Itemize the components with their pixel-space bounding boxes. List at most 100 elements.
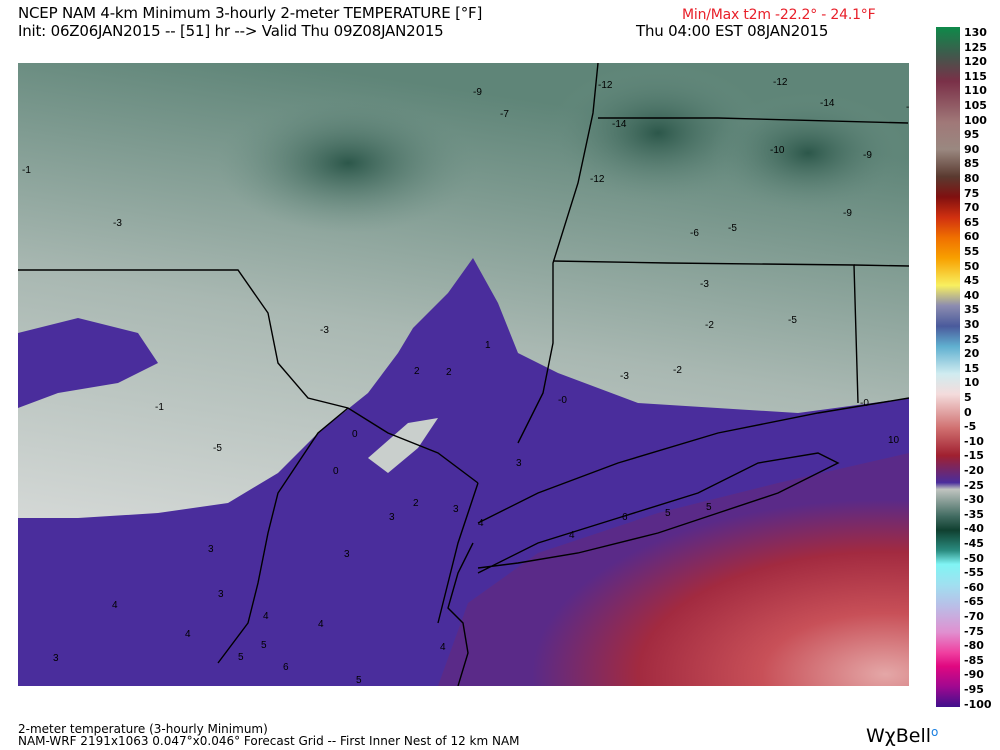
contour-label: -0 xyxy=(558,395,567,406)
contour-label: 2 xyxy=(446,367,452,378)
contour-label: -1 xyxy=(155,402,164,413)
contour-label: -12 xyxy=(590,174,605,185)
init-valid-time: Init: 06Z06JAN2015 -- [51] hr --> Valid … xyxy=(18,22,444,40)
contour-label: 1 xyxy=(485,340,491,351)
contour-label: -3 xyxy=(620,371,629,382)
contour-label: -14 xyxy=(820,98,835,109)
contour-label: 4 xyxy=(478,518,484,529)
colorbar-tick-label: -35 xyxy=(964,507,984,521)
contour-label: -3 xyxy=(320,325,329,336)
freezing-pocket xyxy=(18,318,158,408)
contour-label: -9 xyxy=(863,150,872,161)
colorbar-tick-label: -60 xyxy=(964,580,984,594)
colorbar-tick-label: 45 xyxy=(964,274,980,288)
colorbar-tick-label: 20 xyxy=(964,347,980,361)
colorbar-tick-label: -20 xyxy=(964,464,984,477)
colorbar-tick-label: 80 xyxy=(964,172,980,185)
contour-label: -9 xyxy=(906,102,909,113)
contour-label: -3 xyxy=(113,218,122,229)
colorbar-tick-label: -75 xyxy=(964,624,984,638)
colorbar-tick-label: 30 xyxy=(964,318,980,331)
contour-label: 4 xyxy=(112,600,118,611)
contour-label: 3 xyxy=(453,504,459,515)
contour-label: 3 xyxy=(208,544,214,555)
colorbar-tick-label: -10 xyxy=(964,434,984,448)
colorbar-tick-label: 55 xyxy=(964,245,980,258)
contour-label: -2 xyxy=(705,320,714,331)
contour-label: -5 xyxy=(788,315,797,326)
colorbar-tick-label: 10 xyxy=(964,376,980,390)
colorbar-tick-label: 0 xyxy=(964,405,972,419)
colorbar-tick-label: 5 xyxy=(964,391,972,404)
colorbar-tick-label: 25 xyxy=(964,332,980,346)
contour-label: 3 xyxy=(218,589,224,600)
cold-pocket xyxy=(368,418,438,473)
colorbar-tick-label: -80 xyxy=(964,639,984,653)
colorbar-tick-label: 100 xyxy=(964,113,987,127)
local-valid-time: Thu 04:00 EST 08JAN2015 xyxy=(636,22,829,40)
colorbar-tick-label: 115 xyxy=(964,69,987,83)
colorbar-tick-label: 125 xyxy=(964,40,987,54)
contour-label: -2 xyxy=(673,365,682,376)
contour-label: 5 xyxy=(238,652,244,663)
contour-label: 5 xyxy=(261,640,267,651)
contour-label: -9 xyxy=(473,87,482,98)
colorbar-tick-label: 65 xyxy=(964,215,980,229)
colorbar-tick-label: 85 xyxy=(964,157,980,171)
logo-dot-icon: o xyxy=(931,725,939,739)
colorbar-tick-label: -30 xyxy=(964,493,984,507)
contour-label: -5 xyxy=(728,223,737,234)
contour-label: 6 xyxy=(622,512,628,523)
colorbar-tick-label: 60 xyxy=(964,230,980,244)
colorbar-tick-label: -45 xyxy=(964,537,984,550)
contour-label: 3 xyxy=(344,549,350,560)
colorbar-tick-label: -15 xyxy=(964,449,984,463)
contour-label: 5 xyxy=(356,675,362,686)
contour-label: 6 xyxy=(283,662,289,673)
colorbar-tick-label: 15 xyxy=(964,361,980,375)
colorbar-tick-label: 35 xyxy=(964,303,980,317)
contour-label: 4 xyxy=(569,530,575,541)
contour-label: 5 xyxy=(706,502,712,513)
contour-label: -0 xyxy=(860,398,869,409)
contour-label: -12 xyxy=(773,77,788,88)
contour-label: -5 xyxy=(213,443,222,454)
colorbar-tick-label: 130 xyxy=(964,26,987,39)
colorbar-tick-label: -25 xyxy=(964,478,984,492)
contour-label: 0 xyxy=(352,429,358,440)
colorbar xyxy=(936,27,960,707)
map-title: NCEP NAM 4-km Minimum 3-hourly 2-meter T… xyxy=(18,4,483,22)
state-borders xyxy=(18,63,909,686)
footer-grid-info: NAM-WRF 2191x1063 0.047°x0.046° Forecast… xyxy=(18,734,520,748)
colorbar-tick-label: -65 xyxy=(964,595,984,609)
contour-label: 4 xyxy=(263,611,269,622)
contour-label: 0 xyxy=(333,466,339,477)
footer-description: 2-meter temperature (3-hourly Minimum) xyxy=(18,722,268,736)
colorbar-tick-label: -95 xyxy=(964,683,984,696)
contour-label: 10 xyxy=(888,435,900,446)
colorbar-tick-label: 110 xyxy=(964,84,987,98)
contour-label: 3 xyxy=(389,512,395,523)
contour-label: 4 xyxy=(318,619,324,630)
colorbar-tick-label: 95 xyxy=(964,128,980,142)
colorbar-tick-label: 90 xyxy=(964,142,980,156)
colorbar-tick-label: -55 xyxy=(964,566,984,580)
colorbar-tick-label: -70 xyxy=(964,610,984,623)
colorbar-tick-label: 50 xyxy=(964,259,980,273)
contour-label: -3 xyxy=(700,279,709,290)
colorbar-tick-label: 120 xyxy=(964,55,987,69)
contour-label: 3 xyxy=(53,653,59,664)
colorbar-tick-label: -85 xyxy=(964,653,984,667)
contour-label: 2 xyxy=(414,366,420,377)
contour-label: 5 xyxy=(665,508,671,519)
contour-label: 4 xyxy=(185,629,191,640)
contour-label: -12 xyxy=(598,80,613,91)
colorbar-tick-label: 70 xyxy=(964,201,980,215)
contour-label: 3 xyxy=(516,458,522,469)
colorbar-tick-label: -50 xyxy=(964,551,984,565)
temperature-map: -9-7-12-14-12-14-9-10-9-12-1-9-3-6-5-3-5… xyxy=(18,63,909,686)
contour-label: -1 xyxy=(22,165,31,176)
contour-label: -6 xyxy=(690,228,699,239)
colorbar-tick-label: -90 xyxy=(964,668,984,682)
